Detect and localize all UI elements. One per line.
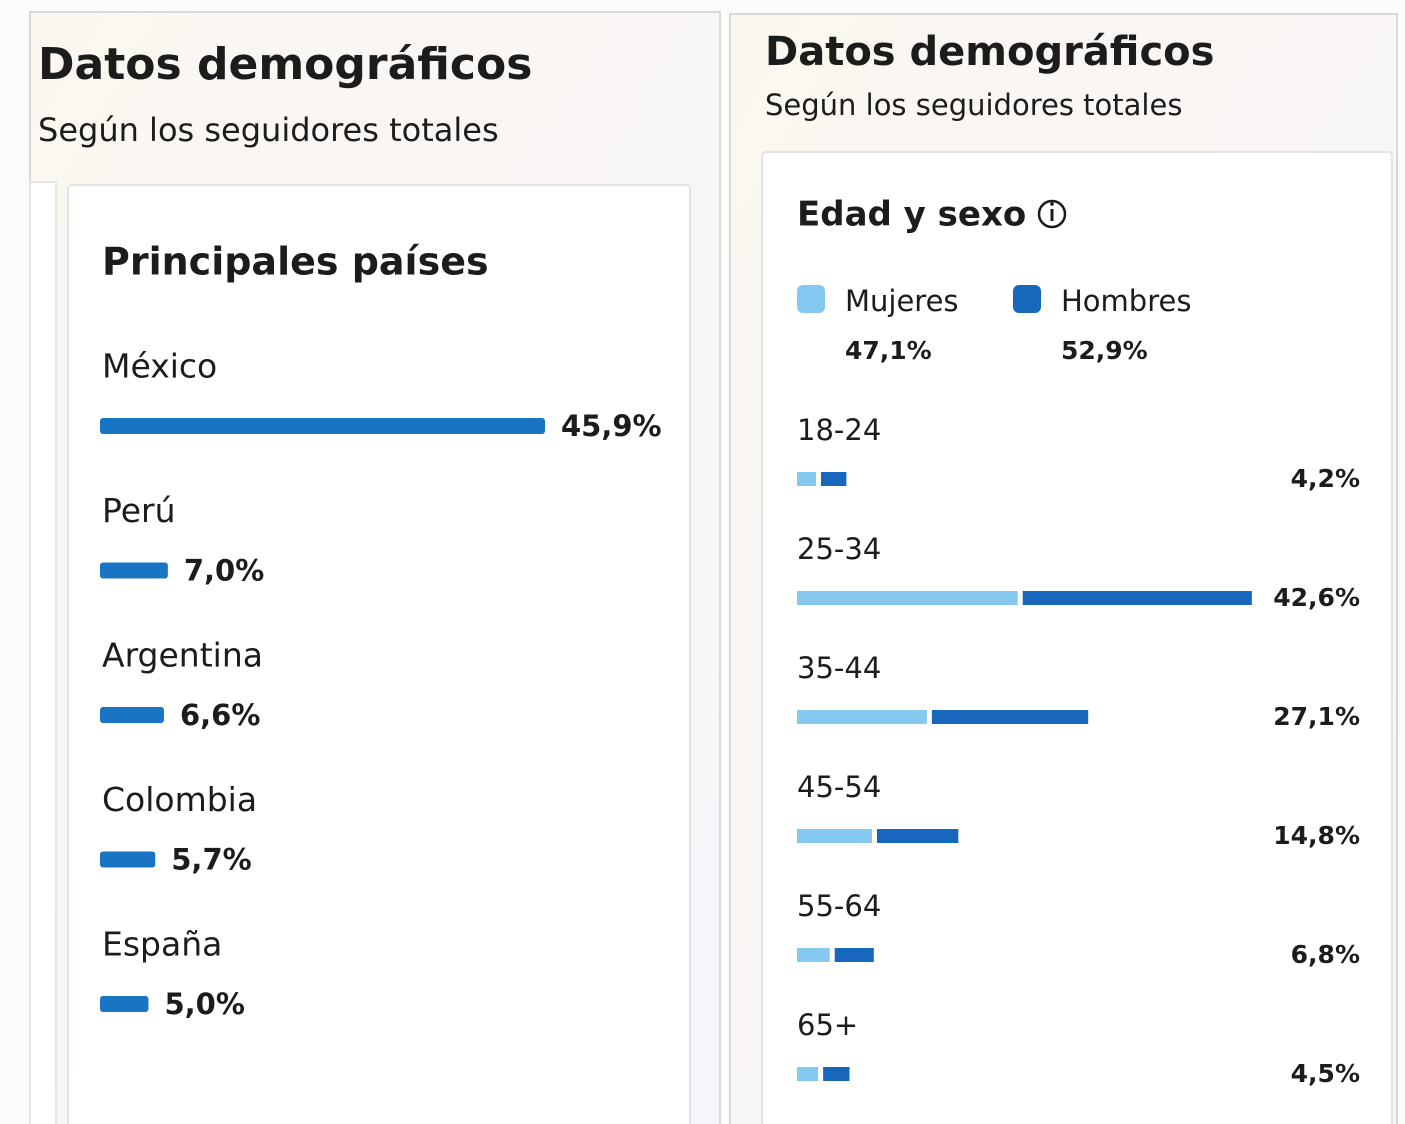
value-label: 6,6% <box>180 698 260 732</box>
bar-segment <box>797 948 830 962</box>
total-label: 4,2% <box>1291 464 1360 493</box>
value-label: 45,9% <box>561 409 662 443</box>
country-label: México <box>102 347 217 386</box>
total-label: 42,6% <box>1273 583 1360 612</box>
age-label: 55-64 <box>797 889 881 923</box>
value-label: 7,0% <box>184 554 264 588</box>
panel-title: Datos demográficos <box>38 39 532 90</box>
country-label: Perú <box>102 491 176 530</box>
age-label: 65+ <box>797 1008 858 1042</box>
age-label: 25-34 <box>797 532 881 566</box>
legend-label: Hombres <box>1061 284 1191 318</box>
total-label: 27,1% <box>1273 702 1360 731</box>
age-label: 18-24 <box>797 413 881 447</box>
bar <box>100 707 164 723</box>
bar-segment <box>823 1067 850 1081</box>
value-label: 5,7% <box>171 843 251 877</box>
card-title: Principales países <box>102 240 489 284</box>
info-dot <box>1050 202 1054 206</box>
info-circle <box>1037 199 1067 229</box>
bar-segment <box>834 948 874 962</box>
bar-segment <box>1022 591 1252 605</box>
bar-segment <box>876 829 959 843</box>
bar <box>100 996 149 1012</box>
legend-label: Mujeres <box>845 284 959 318</box>
age-label: 35-44 <box>797 651 881 685</box>
total-label: 4,5% <box>1291 1059 1360 1088</box>
panel-subtitle: Según los seguidores totales <box>38 111 499 149</box>
age-card <box>761 151 1393 1124</box>
legend-swatch <box>1013 285 1041 313</box>
value-label: 5,0% <box>164 987 244 1021</box>
country-label: Colombia <box>102 780 257 819</box>
bar <box>100 562 168 579</box>
legend-share: 47,1% <box>845 336 932 365</box>
legend-swatch <box>797 285 825 313</box>
card-title: Edad y sexo <box>797 195 1026 235</box>
bar-segment <box>821 472 847 486</box>
panel-title: Datos demográficos <box>765 29 1214 75</box>
total-label: 14,8% <box>1273 821 1360 850</box>
info-icon[interactable] <box>1037 199 1067 229</box>
bar-segment <box>797 472 817 486</box>
bar-segment <box>931 710 1089 724</box>
bar-segment <box>797 710 927 724</box>
legend-share: 52,9% <box>1061 336 1148 365</box>
bar-segment <box>797 591 1018 605</box>
bar-segment <box>797 829 872 843</box>
country-label: Argentina <box>102 636 263 675</box>
bar <box>100 851 156 868</box>
age-label: 45-54 <box>797 770 881 804</box>
total-label: 6,8% <box>1291 940 1360 969</box>
country-label: España <box>102 925 222 964</box>
card-edge <box>29 181 57 1124</box>
panel-subtitle: Según los seguidores totales <box>765 88 1182 122</box>
bar <box>100 418 545 434</box>
bar-segment <box>797 1067 819 1081</box>
